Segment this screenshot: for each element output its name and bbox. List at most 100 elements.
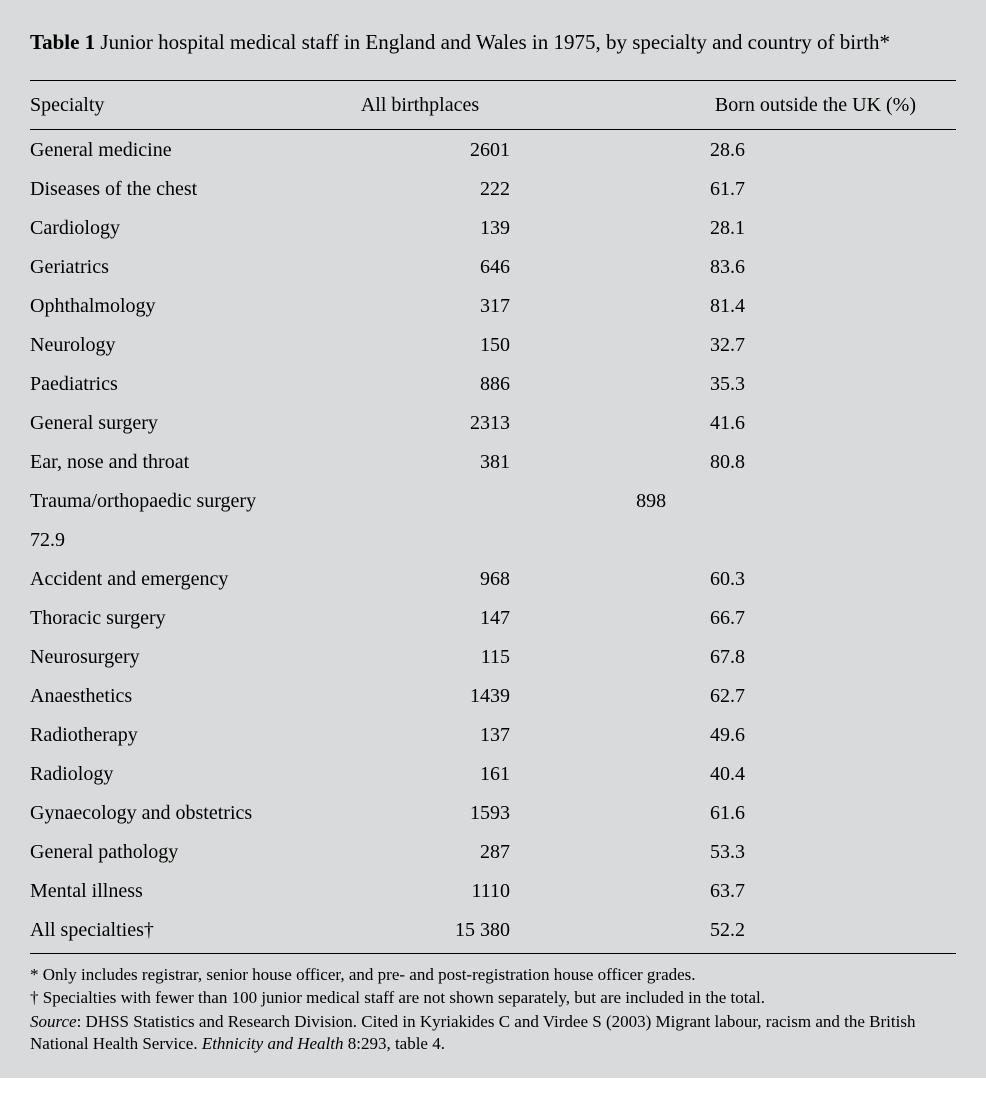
cell-specialty: Accident and emergency [30,569,330,589]
table-row: Radiology16140.4 [30,754,956,793]
table-caption: Table 1 Junior hospital medical staff in… [30,28,956,56]
header-specialty: Specialty [30,95,330,115]
cell-outside: 66.7 [510,608,956,628]
cell-specialty: Ear, nose and throat [30,452,330,472]
cell-all: 1110 [330,881,510,901]
cell-all: 1593 [330,803,510,823]
cell-specialty: Trauma/orthopaedic surgery [30,491,256,511]
cell-specialty: Cardiology [30,218,330,238]
table-row-wrap-2: 72.9 [30,520,956,559]
source-journal: Ethnicity and Health [202,1034,344,1053]
cell-outside: 67.8 [510,647,956,667]
table-row: Ophthalmology31781.4 [30,286,956,325]
cell-outside: 62.7 [510,686,956,706]
cell-outside: 40.4 [510,764,956,784]
cell-all [256,491,436,511]
cell-specialty: Radiotherapy [30,725,330,745]
cell-specialty: Radiology [30,764,330,784]
cell-all: 222 [330,179,510,199]
cell-specialty: General surgery [30,413,330,433]
cell-specialty: Thoracic surgery [30,608,330,628]
table-body: General medicine260128.6Diseases of the … [30,130,956,481]
cell-all: 287 [330,842,510,862]
cell-specialty: Neurosurgery [30,647,330,667]
table-row: Accident and emergency96860.3 [30,559,956,598]
cell-outside: 60.3 [510,569,956,589]
footnotes: * Only includes registrar, senior house … [30,964,956,1054]
cell-specialty: Diseases of the chest [30,179,330,199]
cell-all: 161 [330,764,510,784]
cell-outside: 53.3 [510,842,956,862]
header-all-birthplaces: All birthplaces [330,95,510,115]
table-row: Thoracic surgery14766.7 [30,598,956,637]
source-text: : DHSS Statistics and Research Division.… [30,1012,915,1053]
table-row-wrap-1: Trauma/orthopaedic surgery 898 [30,481,956,520]
cell-all: 137 [330,725,510,745]
footnote-1: * Only includes registrar, senior house … [30,964,956,986]
table-row: Cardiology13928.1 [30,208,956,247]
table-row: General pathology28753.3 [30,832,956,871]
table-row: Anaesthetics143962.7 [30,676,956,715]
cell-all: 1439 [330,686,510,706]
table-header-row: Specialty All birthplaces Born outside t… [30,81,956,129]
table-row: Paediatrics88635.3 [30,364,956,403]
cell-specialty: Anaesthetics [30,686,330,706]
header-born-outside: Born outside the UK (%) [510,95,956,115]
table-row: Gynaecology and obstetrics159361.6 [30,793,956,832]
table-row: Neurology15032.7 [30,325,956,364]
footnote-source: Source: DHSS Statistics and Research Div… [30,1011,956,1055]
table-caption-text: Junior hospital medical staff in England… [95,30,890,54]
cell-all: 15 380 [330,920,510,940]
cell-all: 115 [330,647,510,667]
table-row: General surgery231341.6 [30,403,956,442]
cell-specialty: Mental illness [30,881,330,901]
cell-all: 317 [330,296,510,316]
cell-specialty: Paediatrics [30,374,330,394]
cell-specialty: All specialties† [30,920,330,940]
cell-outside: 41.6 [510,413,956,433]
cell-all: 646 [330,257,510,277]
rule-bottom [30,953,956,954]
table-container: Table 1 Junior hospital medical staff in… [0,0,986,1078]
table-row: Neurosurgery11567.8 [30,637,956,676]
table-label: Table 1 [30,30,95,54]
cell-specialty: Geriatrics [30,257,330,277]
table-body-2: Accident and emergency96860.3Thoracic su… [30,559,956,949]
cell-outside: 61.6 [510,803,956,823]
cell-outside: 898 [436,491,956,511]
table-row: Radiotherapy13749.6 [30,715,956,754]
cell-all: 147 [330,608,510,628]
cell-all: 2313 [330,413,510,433]
cell-all: 150 [330,335,510,355]
cell-specialty: Neurology [30,335,330,355]
cell-all: 381 [330,452,510,472]
cell-specialty: Gynaecology and obstetrics [30,803,330,823]
table-row: All specialties†15 38052.2 [30,910,956,949]
cell-outside: 28.6 [510,140,956,160]
table-row: General medicine260128.6 [30,130,956,169]
footnote-2: † Specialties with fewer than 100 junior… [30,987,956,1009]
cell-outside: 32.7 [510,335,956,355]
source-tail: 8:293, table 4. [343,1034,445,1053]
cell-all: 968 [330,569,510,589]
cell-specialty: General medicine [30,140,330,160]
table-row: Ear, nose and throat38180.8 [30,442,956,481]
cell-all: 139 [330,218,510,238]
cell-all: 886 [330,374,510,394]
cell-outside: 28.1 [510,218,956,238]
table-row: Diseases of the chest22261.7 [30,169,956,208]
cell-all: 2601 [330,140,510,160]
cell-outside: 63.7 [510,881,956,901]
cell-outside: 61.7 [510,179,956,199]
table-row: Geriatrics64683.6 [30,247,956,286]
cell-specialty: Ophthalmology [30,296,330,316]
cell-wrap-continuation: 72.9 [30,530,65,550]
cell-outside: 81.4 [510,296,956,316]
cell-outside: 80.8 [510,452,956,472]
cell-outside: 49.6 [510,725,956,745]
table-row: Mental illness111063.7 [30,871,956,910]
cell-outside: 35.3 [510,374,956,394]
cell-specialty: General pathology [30,842,330,862]
cell-outside: 52.2 [510,920,956,940]
source-label: Source [30,1012,77,1031]
